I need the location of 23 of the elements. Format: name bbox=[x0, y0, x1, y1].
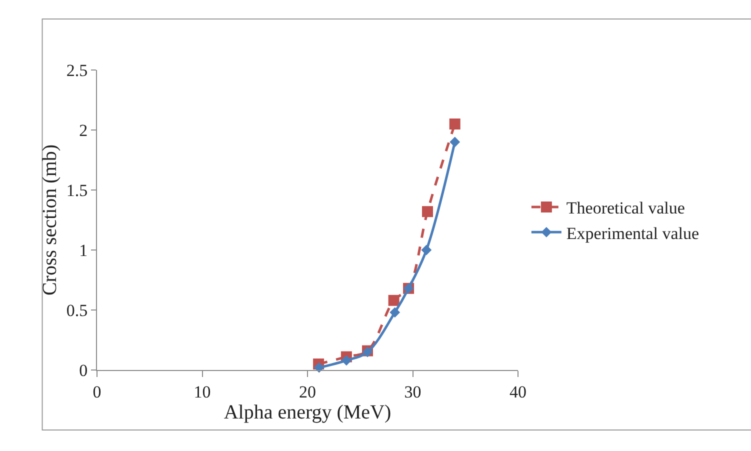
point bbox=[341, 355, 352, 366]
x-tick-label: 30 bbox=[404, 382, 422, 402]
y-axis-title: Cross section (mb) bbox=[38, 144, 61, 296]
y-tick-label: 2 bbox=[79, 120, 88, 140]
y-tick-label: 1.5 bbox=[66, 180, 88, 200]
y-tick-label: 1 bbox=[79, 240, 88, 260]
legend-label: Theoretical value bbox=[566, 198, 685, 218]
y-tick-label: 0.5 bbox=[66, 300, 88, 320]
x-tick-label: 40 bbox=[510, 382, 526, 402]
point bbox=[388, 294, 400, 306]
x-tick-label: 20 bbox=[299, 382, 316, 402]
point bbox=[314, 362, 324, 373]
point bbox=[421, 244, 432, 256]
point bbox=[422, 206, 433, 218]
point bbox=[450, 136, 460, 148]
y-tick-label: 0 bbox=[79, 360, 88, 380]
point bbox=[390, 307, 400, 318]
x-tick-label: 10 bbox=[194, 382, 211, 402]
legend-label: Experimental value bbox=[566, 224, 700, 243]
point bbox=[449, 118, 460, 130]
x-axis-title: Alpha energy (MeV) bbox=[224, 401, 392, 424]
x-tick-label: 0 bbox=[92, 382, 102, 402]
y-tick-label: 2.5 bbox=[66, 60, 88, 80]
